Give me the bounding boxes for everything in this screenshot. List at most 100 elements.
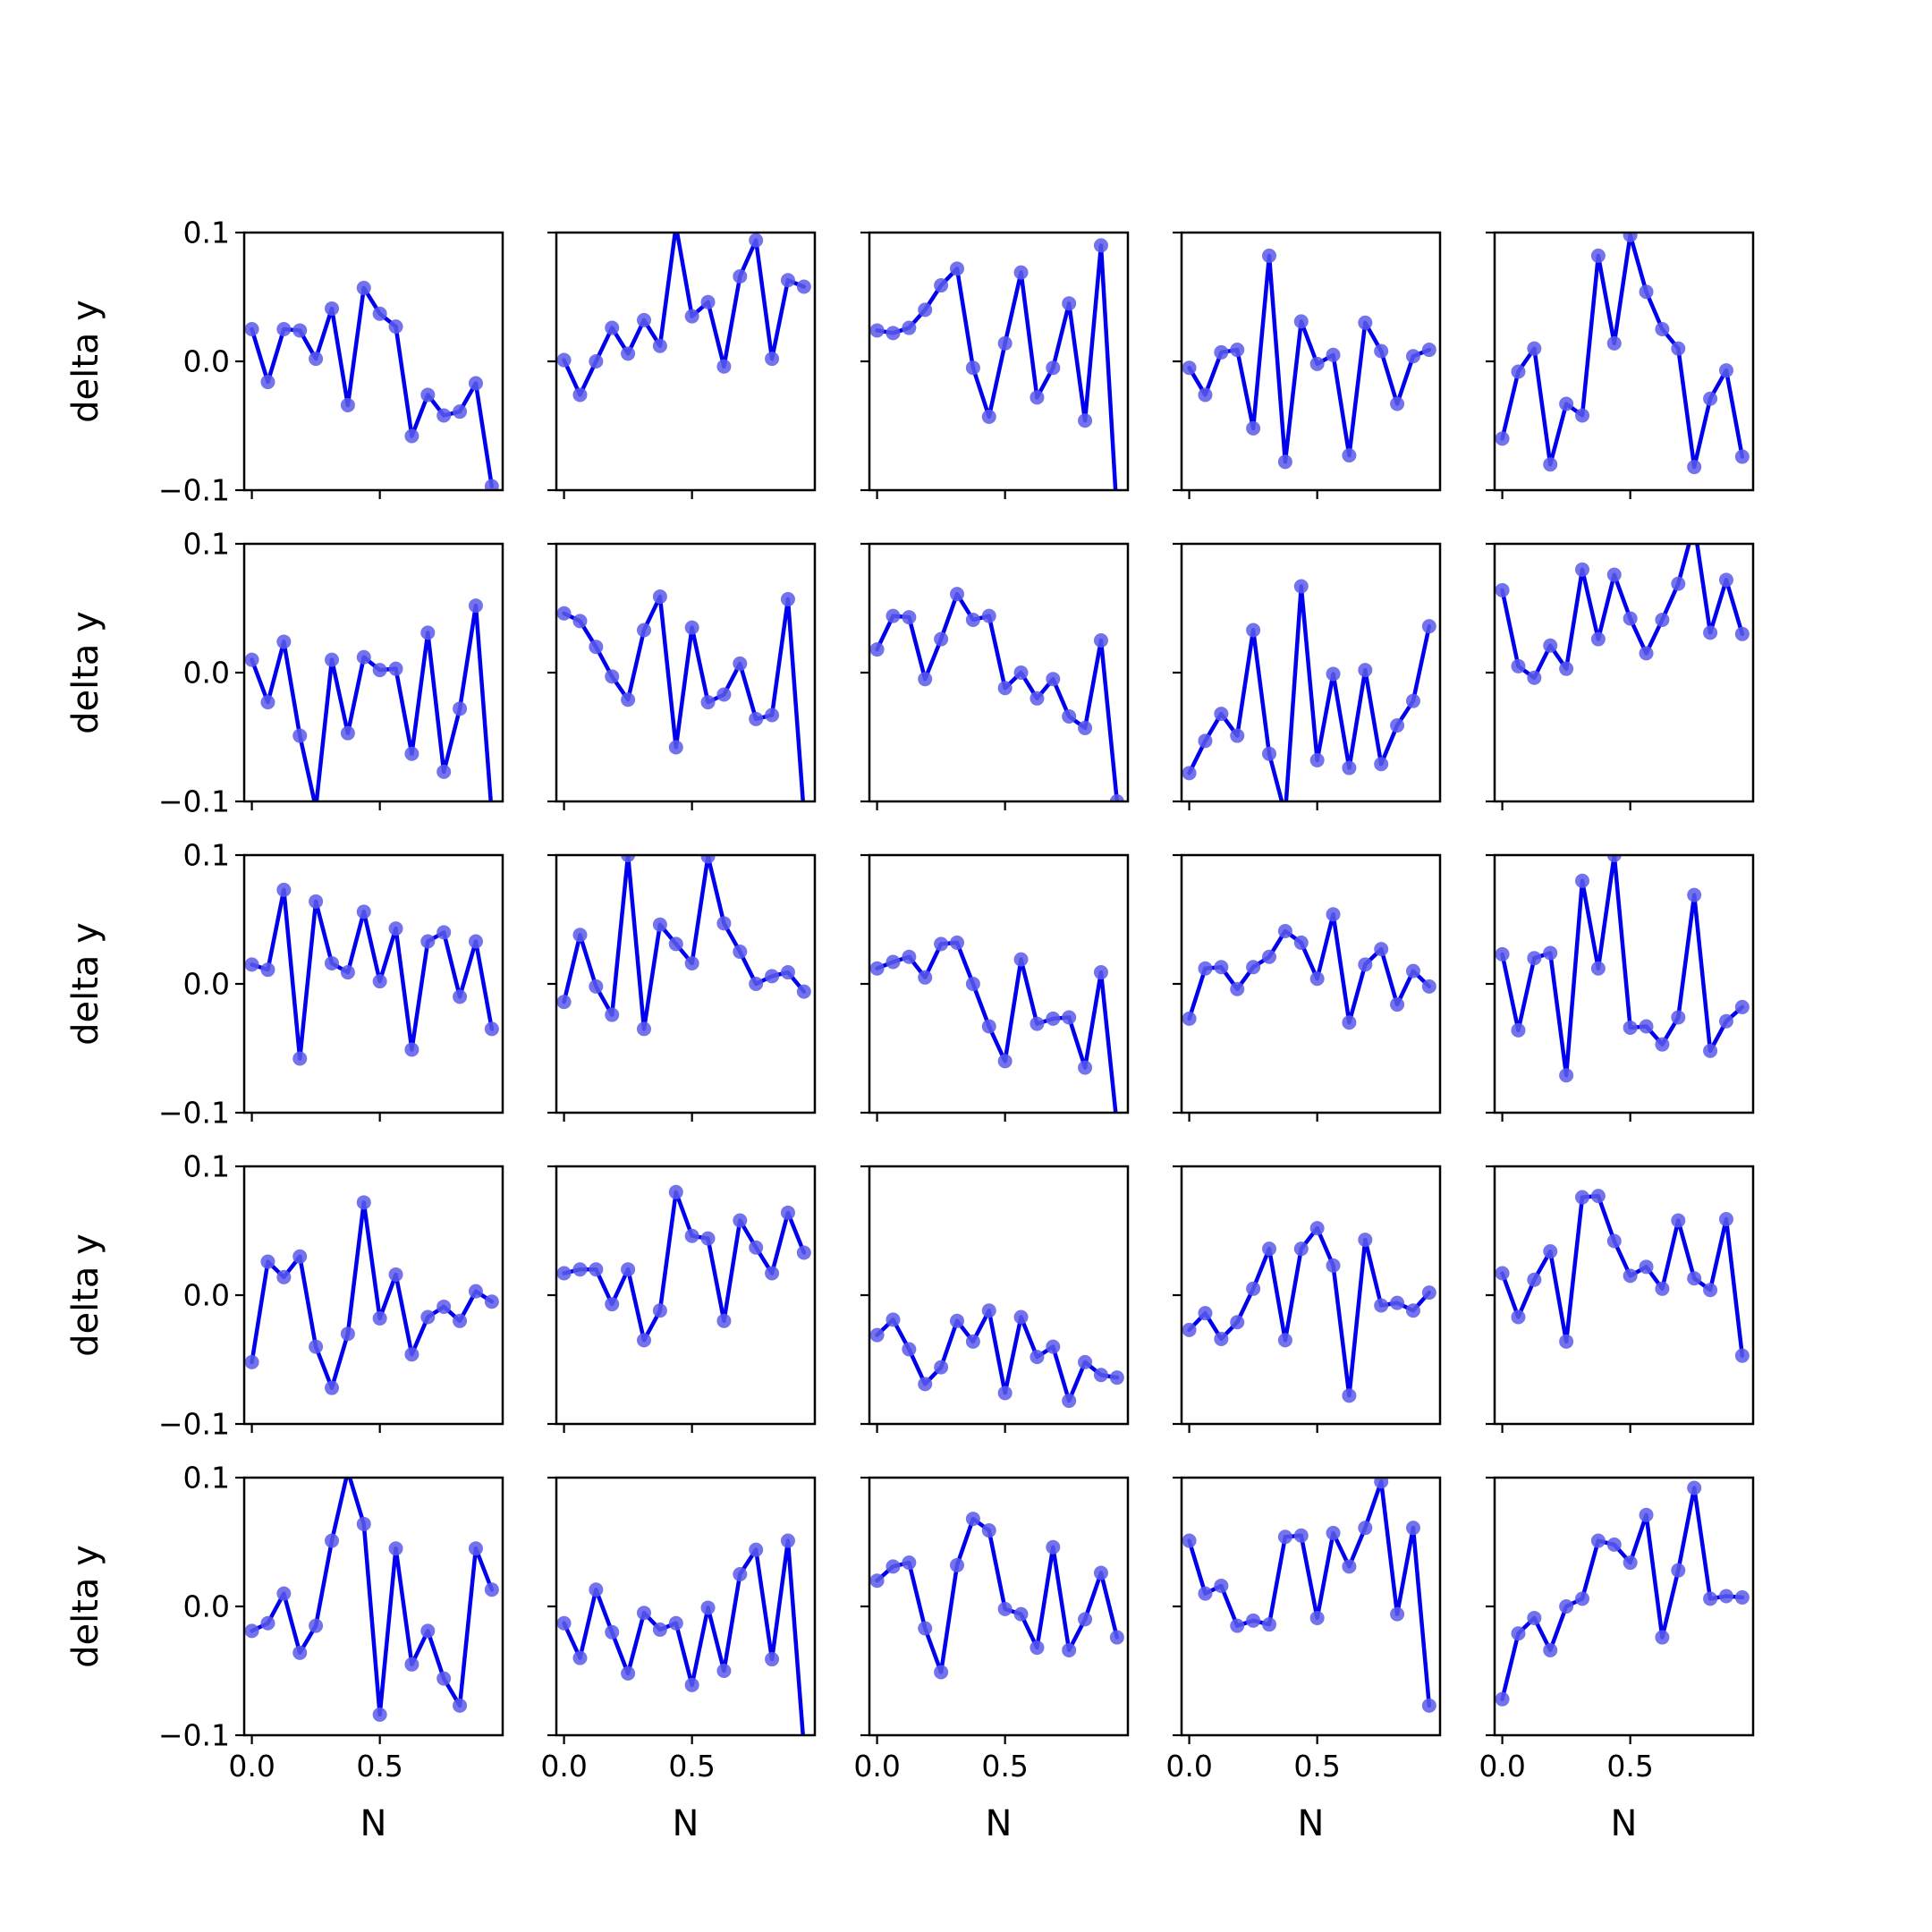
data-point: [468, 934, 483, 949]
subplot-r1-c0: −0.1 0.0 0.1 delta y: [65, 527, 504, 819]
series-line: [1500, 1193, 1745, 1358]
data-point: [950, 261, 965, 276]
data-point: [1623, 1268, 1638, 1284]
data-point: [468, 376, 483, 391]
series-line: [1500, 855, 1745, 1078]
data-point: [1093, 965, 1108, 980]
plot-area: [244, 1478, 499, 1722]
data-point: [1214, 344, 1229, 360]
data-point: [1358, 315, 1373, 330]
data-point: [1703, 625, 1718, 640]
data-point: [965, 612, 980, 627]
data-point: [404, 746, 419, 761]
data-point: [981, 409, 996, 424]
x-axis-label: N: [986, 1803, 1013, 1844]
data-point: [1495, 946, 1510, 962]
y-axis-label: delta y: [65, 611, 106, 734]
y-tick-label: −0.1: [158, 784, 230, 819]
subplot-r3-c2: [860, 1165, 1130, 1433]
data-point: [1246, 420, 1261, 436]
data-point: [965, 1512, 980, 1527]
data-point: [1214, 960, 1229, 975]
data-point: [1198, 1306, 1213, 1321]
data-point: [765, 1652, 780, 1667]
data-point: [1293, 314, 1309, 329]
subplot-r0-c3: [1173, 231, 1442, 499]
data-point: [1559, 661, 1574, 676]
data-point: [997, 681, 1013, 696]
subplot-r3-c0: −0.1 0.0 0.1 delta y: [65, 1149, 504, 1442]
plot-area: [1495, 1189, 1750, 1363]
data-point: [556, 606, 572, 621]
y-tick-label: 0.0: [183, 967, 230, 1002]
data-point: [1590, 631, 1606, 647]
data-point: [292, 1051, 308, 1066]
data-point: [981, 1303, 996, 1318]
data-point: [1687, 887, 1702, 902]
y-tick-label: 0.0: [183, 344, 230, 379]
data-point: [1623, 1555, 1638, 1571]
data-point: [749, 1542, 764, 1557]
data-point: [1109, 1630, 1124, 1645]
y-tick-label: −0.1: [158, 1096, 230, 1131]
x-axis-label: N: [1298, 1803, 1325, 1844]
y-tick-label: −0.1: [158, 473, 230, 508]
data-point: [1309, 356, 1325, 371]
series-line: [562, 594, 806, 801]
data-point: [621, 346, 636, 361]
data-point: [388, 1267, 403, 1282]
data-point: [1639, 284, 1654, 300]
data-point: [1421, 1285, 1436, 1301]
data-point: [965, 1334, 980, 1349]
data-point: [1230, 728, 1245, 743]
data-point: [605, 1007, 620, 1022]
data-point: [1374, 757, 1389, 772]
data-point: [886, 608, 901, 623]
data-point: [260, 1615, 275, 1631]
data-point: [244, 957, 259, 972]
subplot-r2-c1: [547, 853, 817, 1122]
data-point: [716, 359, 732, 374]
subplot-r0-c0: −0.1 0.0 0.1 delta y: [65, 216, 504, 508]
data-point: [1575, 1190, 1590, 1205]
data-point: [716, 916, 732, 931]
data-point: [453, 701, 468, 716]
data-point: [1062, 296, 1077, 311]
series-line: [250, 603, 493, 801]
data-point: [1182, 1322, 1197, 1337]
data-point: [1421, 619, 1436, 634]
data-point: [1214, 707, 1229, 722]
series-line: [250, 887, 495, 1061]
data-point: [325, 1533, 340, 1548]
series-line: [875, 243, 1118, 490]
data-point: [684, 1228, 699, 1243]
data-point: [1093, 633, 1108, 648]
data-point: [1262, 949, 1277, 964]
subplot-r1-c2: [860, 542, 1130, 810]
data-point: [1358, 1233, 1373, 1248]
data-point: [886, 1559, 901, 1574]
data-point: [1078, 720, 1093, 735]
series-line: [1187, 253, 1432, 464]
data-point: [1606, 335, 1622, 351]
data-point: [637, 1606, 652, 1621]
data-point: [309, 894, 324, 909]
data-point: [420, 387, 436, 402]
data-point: [1718, 572, 1733, 588]
data-point: [1703, 1591, 1718, 1606]
data-point: [1559, 1068, 1574, 1083]
data-point: [453, 1698, 468, 1713]
data-point: [918, 672, 933, 687]
data-point: [404, 428, 419, 444]
data-point: [716, 1313, 732, 1328]
data-point: [1734, 626, 1750, 641]
data-point: [934, 936, 949, 952]
subplot-r1-c3: [1173, 542, 1442, 810]
subplot-r3-c3: [1173, 1165, 1442, 1433]
series-line: [1187, 911, 1432, 1025]
data-point: [1511, 1626, 1526, 1641]
data-point: [1230, 343, 1245, 358]
data-point: [572, 614, 588, 629]
data-point: [1575, 562, 1590, 577]
data-point: [1093, 1565, 1108, 1580]
